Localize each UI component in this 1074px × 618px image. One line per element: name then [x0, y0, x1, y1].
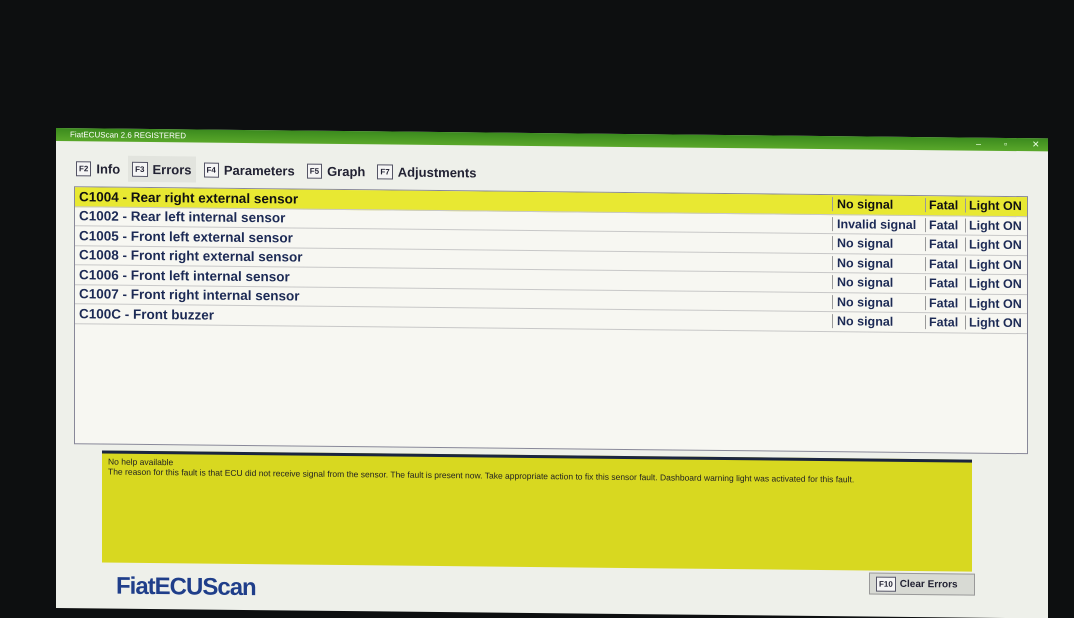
- app-window: FiatECUScan 2.6 REGISTERED – ▫ ✕ F2 Info …: [56, 128, 1048, 618]
- warning-light: Light ON: [965, 315, 1027, 331]
- error-severity: Fatal: [925, 315, 965, 330]
- warning-light: Light ON: [965, 276, 1027, 292]
- tab-label: Graph: [327, 163, 366, 179]
- error-severity: Fatal: [925, 237, 965, 252]
- tab-errors[interactable]: F3 Errors: [128, 155, 196, 183]
- key-badge: F10: [876, 576, 896, 592]
- tab-label: Info: [96, 160, 121, 177]
- key-badge: F4: [203, 162, 219, 178]
- warning-light: Light ON: [965, 198, 1027, 214]
- key-badge: F3: [132, 161, 148, 177]
- tab-label: Errors: [152, 161, 192, 177]
- tab-label: Adjustments: [397, 164, 477, 180]
- maximize-icon[interactable]: ▫: [1004, 138, 1008, 149]
- warning-light: Light ON: [965, 296, 1027, 311]
- error-status: No signal: [832, 197, 925, 213]
- minimize-icon[interactable]: –: [976, 138, 982, 149]
- button-label: Clear Errors: [899, 578, 958, 590]
- error-status: No signal: [832, 314, 925, 330]
- key-badge: F2: [76, 160, 92, 176]
- fiatecuscan-logo: FiatECUScan: [116, 572, 256, 602]
- key-badge: F7: [377, 163, 393, 180]
- help-panel: No help available The reason for this fa…: [102, 450, 972, 572]
- error-severity: Fatal: [925, 217, 965, 233]
- error-list: C1004 - Rear right external sensor No sig…: [74, 186, 1028, 455]
- tab-info[interactable]: F2 Info: [72, 155, 124, 182]
- error-severity: Fatal: [925, 295, 965, 311]
- warning-light: Light ON: [965, 257, 1027, 272]
- error-status: No signal: [832, 255, 925, 271]
- key-badge: F5: [306, 163, 323, 179]
- tab-graph[interactable]: F5 Graph: [303, 158, 370, 185]
- error-severity: Fatal: [925, 198, 965, 213]
- warning-light: Light ON: [965, 218, 1027, 233]
- error-status: No signal: [832, 236, 925, 252]
- error-status: No signal: [832, 275, 925, 291]
- close-icon[interactable]: ✕: [1032, 139, 1040, 150]
- tab-adjustments[interactable]: F7 Adjustments: [373, 158, 480, 185]
- tab-label: Parameters: [223, 162, 295, 178]
- window-title: FiatECUScan 2.6 REGISTERED: [70, 130, 187, 141]
- error-severity: Fatal: [925, 256, 965, 272]
- clear-errors-button[interactable]: F10 Clear Errors: [869, 572, 975, 596]
- tab-parameters[interactable]: F4 Parameters: [200, 157, 299, 184]
- error-status: Invalid signal: [832, 216, 925, 232]
- error-status: No signal: [832, 294, 925, 310]
- warning-light: Light ON: [965, 237, 1027, 253]
- error-severity: Fatal: [925, 276, 965, 291]
